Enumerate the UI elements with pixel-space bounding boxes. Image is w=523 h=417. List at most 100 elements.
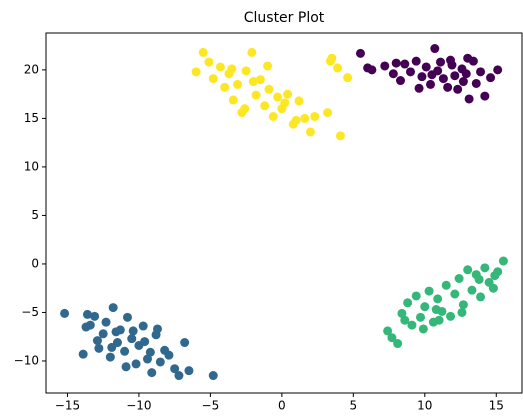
point <box>436 57 446 67</box>
chart-title: Cluster Plot <box>244 10 325 26</box>
point <box>388 69 398 79</box>
point <box>476 67 486 77</box>
point <box>476 292 486 302</box>
point <box>120 346 130 356</box>
point <box>446 55 456 65</box>
point <box>268 111 278 121</box>
point <box>247 47 257 57</box>
point <box>458 300 468 310</box>
point <box>391 58 401 68</box>
point <box>90 311 100 321</box>
plot-frame <box>45 32 523 394</box>
point <box>431 305 441 315</box>
point <box>493 65 503 75</box>
point <box>227 64 237 74</box>
point <box>228 95 238 105</box>
point <box>443 82 453 92</box>
point <box>490 271 500 281</box>
point <box>138 321 148 331</box>
point <box>92 336 102 346</box>
point <box>263 61 273 71</box>
point <box>387 333 397 343</box>
point <box>395 76 405 86</box>
point <box>248 77 258 87</box>
point <box>81 322 91 332</box>
point <box>417 72 427 82</box>
point <box>94 343 104 353</box>
point <box>147 368 157 378</box>
point <box>380 61 390 71</box>
point <box>323 108 333 118</box>
point <box>291 115 301 125</box>
point <box>122 312 132 322</box>
point <box>127 334 137 344</box>
point <box>98 329 108 339</box>
point <box>255 75 265 85</box>
point <box>164 350 174 360</box>
point <box>458 77 468 87</box>
point <box>111 327 121 337</box>
point <box>480 91 490 101</box>
point <box>145 347 155 357</box>
point <box>403 298 413 308</box>
point <box>208 371 218 381</box>
point <box>421 62 431 72</box>
point <box>406 67 416 77</box>
point <box>426 79 436 89</box>
point <box>155 357 165 367</box>
point <box>101 317 111 327</box>
point <box>486 73 496 83</box>
point <box>251 90 261 100</box>
point <box>333 63 343 73</box>
point <box>142 354 152 364</box>
point <box>498 256 508 266</box>
point <box>420 302 430 312</box>
point <box>310 111 320 121</box>
point <box>450 289 460 299</box>
x-tick-label: −10 <box>126 399 151 413</box>
point <box>367 65 377 75</box>
point <box>105 352 115 362</box>
point <box>411 56 421 66</box>
point <box>300 113 310 123</box>
point <box>383 326 393 336</box>
point <box>424 286 434 296</box>
point <box>180 338 190 348</box>
point <box>457 307 467 317</box>
point <box>434 315 444 325</box>
y-tick-label: −5 <box>21 305 39 319</box>
point <box>220 82 230 92</box>
point <box>343 73 353 83</box>
point <box>78 349 88 359</box>
point <box>471 78 481 88</box>
x-tick-label: 0 <box>278 399 286 413</box>
point <box>474 274 484 284</box>
point <box>450 71 460 81</box>
point <box>411 291 421 301</box>
point <box>184 366 194 376</box>
point <box>427 70 437 80</box>
x-tick-label: −15 <box>55 399 80 413</box>
point <box>128 326 138 336</box>
x-tick-label: 5 <box>350 399 358 413</box>
point <box>416 312 426 322</box>
point <box>441 280 451 290</box>
point <box>433 294 443 304</box>
point <box>152 324 162 334</box>
point <box>264 84 274 94</box>
point <box>215 62 225 72</box>
y-tick-label: −10 <box>14 353 39 367</box>
point <box>446 311 456 321</box>
point <box>283 89 293 99</box>
point <box>418 324 428 334</box>
point <box>480 263 490 273</box>
point <box>454 273 464 283</box>
point <box>208 74 218 84</box>
point <box>108 303 118 313</box>
point <box>467 285 477 295</box>
point <box>400 59 410 69</box>
y-tick-label: 20 <box>24 62 39 76</box>
point <box>430 44 440 54</box>
point <box>355 48 365 58</box>
